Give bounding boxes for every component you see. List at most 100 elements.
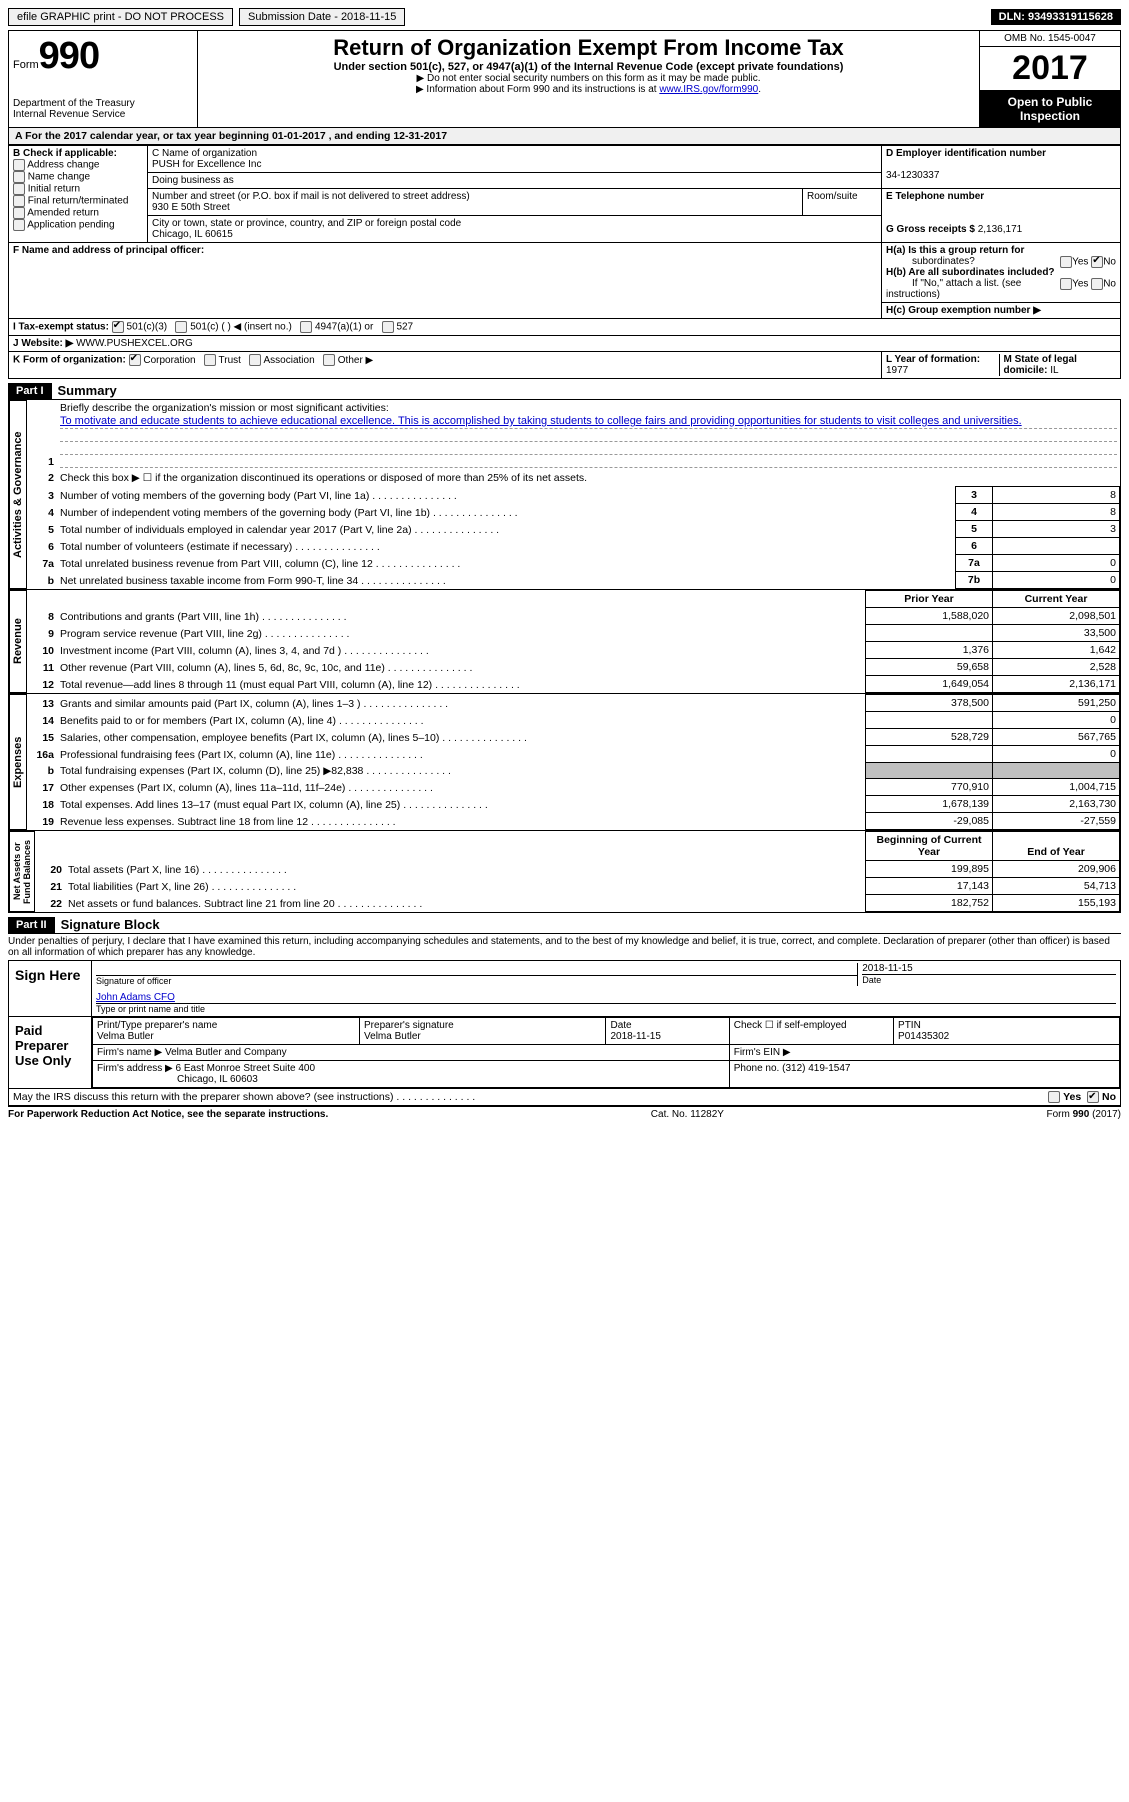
box-b-item: Final return/terminated bbox=[13, 195, 143, 207]
summary-line: 9Program service revenue (Part VIII, lin… bbox=[27, 625, 1120, 642]
preparer-name: Velma Butler bbox=[97, 1031, 154, 1042]
ptin: P01435302 bbox=[898, 1031, 949, 1042]
h-c-label: H(c) Group exemption number ▶ bbox=[886, 305, 1041, 316]
i-527[interactable] bbox=[382, 321, 394, 333]
form-label: Form bbox=[13, 59, 39, 71]
footer: For Paperwork Reduction Act Notice, see … bbox=[8, 1106, 1121, 1120]
summary-line: bTotal fundraising expenses (Part IX, co… bbox=[27, 763, 1120, 779]
city-label: City or town, state or province, country… bbox=[152, 218, 461, 229]
sign-here-block: Sign Here Signature of officer 2018-11-1… bbox=[8, 960, 1121, 1017]
org-name: PUSH for Excellence Inc bbox=[152, 159, 262, 170]
ha-yes[interactable] bbox=[1060, 256, 1072, 268]
summary-line: 13Grants and similar amounts paid (Part … bbox=[27, 695, 1120, 712]
q2-text: Check this box ▶ ☐ if the organization d… bbox=[57, 470, 1120, 486]
box-d-label: D Employer identification number bbox=[886, 148, 1046, 159]
summary-line: 12Total revenue—add lines 8 through 11 (… bbox=[27, 676, 1120, 693]
paid-preparer-block: Paid Preparer Use Only Print/Type prepar… bbox=[8, 1017, 1121, 1089]
h-note: If "No," attach a list. (see instruction… bbox=[886, 278, 1021, 300]
ein-value: 34-1230337 bbox=[886, 170, 939, 181]
summary-line: 21Total liabilities (Part X, line 26) 17… bbox=[35, 878, 1120, 895]
city-value: Chicago, IL 60615 bbox=[152, 229, 233, 240]
part-1-header: Part I Summary bbox=[8, 381, 1121, 400]
firm-name: Velma Butler and Company bbox=[165, 1047, 287, 1058]
ha-no[interactable] bbox=[1091, 256, 1103, 268]
net-assets-label: Net Assets orFund Balances bbox=[9, 831, 35, 912]
dba-label: Doing business as bbox=[152, 175, 234, 186]
revenue-label: Revenue bbox=[9, 590, 27, 693]
tax-year: 2017 bbox=[980, 47, 1120, 91]
i-4947[interactable] bbox=[300, 321, 312, 333]
box-b-item: Initial return bbox=[13, 183, 143, 195]
year-formation: 1977 bbox=[886, 365, 908, 376]
room-label: Room/suite bbox=[807, 191, 858, 202]
firm-addr: 6 East Monroe Street Suite 400 bbox=[176, 1063, 316, 1074]
h-a-label: H(a) Is this a group return for bbox=[886, 245, 1024, 256]
box-b-item: Amended return bbox=[13, 207, 143, 219]
q1-label: Briefly describe the organization's miss… bbox=[60, 402, 389, 414]
discuss-no[interactable] bbox=[1087, 1091, 1099, 1103]
irs-link[interactable]: www.IRS.gov/form990 bbox=[659, 84, 758, 95]
state-domicile: IL bbox=[1050, 365, 1058, 376]
form-title: Return of Organization Exempt From Incom… bbox=[208, 35, 969, 61]
summary-line: 3Number of voting members of the governi… bbox=[27, 487, 1120, 504]
summary-line: 10Investment income (Part VIII, column (… bbox=[27, 642, 1120, 659]
box-b-header: B Check if applicable: bbox=[13, 148, 117, 159]
irs-label: Internal Revenue Service bbox=[13, 109, 193, 120]
expenses-label: Expenses bbox=[9, 694, 27, 830]
website-value: WWW.PUSHEXCEL.ORG bbox=[76, 338, 193, 349]
discuss-yes[interactable] bbox=[1048, 1091, 1060, 1103]
firm-phone: (312) 419-1547 bbox=[782, 1063, 850, 1074]
street-label: Number and street (or P.O. box if mail i… bbox=[152, 191, 470, 202]
summary-line: 7aTotal unrelated business revenue from … bbox=[27, 555, 1120, 572]
summary-line: 4Number of independent voting members of… bbox=[27, 504, 1120, 521]
summary-line: 14Benefits paid to or for members (Part … bbox=[27, 712, 1120, 729]
summary-line: 16aProfessional fundraising fees (Part I… bbox=[27, 746, 1120, 763]
efile-label: efile GRAPHIC print - DO NOT PROCESS bbox=[8, 8, 233, 26]
summary-line: 22Net assets or fund balances. Subtract … bbox=[35, 895, 1120, 912]
box-e-label: E Telephone number bbox=[886, 191, 984, 202]
summary-line: 18Total expenses. Add lines 13–17 (must … bbox=[27, 796, 1120, 813]
discuss-row: May the IRS discuss this return with the… bbox=[8, 1089, 1121, 1106]
box-c-label: C Name of organization bbox=[152, 148, 257, 159]
summary-line: 17Other expenses (Part IX, column (A), l… bbox=[27, 779, 1120, 796]
dln: DLN: 93493319115628 bbox=[991, 9, 1121, 25]
summary-line: 6Total number of volunteers (estimate if… bbox=[27, 538, 1120, 555]
summary-line: 20Total assets (Part X, line 16) 199,895… bbox=[35, 861, 1120, 878]
open-inspection: Open to PublicInspection bbox=[980, 91, 1120, 127]
summary-line: 15Salaries, other compensation, employee… bbox=[27, 729, 1120, 746]
hb-no[interactable] bbox=[1091, 278, 1103, 290]
form-number: 990 bbox=[39, 35, 99, 77]
i-501c[interactable] bbox=[175, 321, 187, 333]
box-i-label: I Tax-exempt status: bbox=[13, 322, 109, 333]
summary-line: 5Total number of individuals employed in… bbox=[27, 521, 1120, 538]
form-header: Form990 Department of the Treasury Inter… bbox=[8, 30, 1121, 128]
box-b-item: Application pending bbox=[13, 219, 143, 231]
activities-governance-label: Activities & Governance bbox=[9, 400, 27, 589]
officer-name[interactable]: John Adams CFO bbox=[96, 992, 175, 1003]
declaration-text: Under penalties of perjury, I declare th… bbox=[8, 934, 1121, 960]
summary-line: 19Revenue less expenses. Subtract line 1… bbox=[27, 813, 1120, 830]
section-a: A For the 2017 calendar year, or tax yea… bbox=[8, 128, 1121, 145]
top-bar: efile GRAPHIC print - DO NOT PROCESS Sub… bbox=[8, 8, 1121, 26]
box-j-label: J Website: ▶ bbox=[13, 338, 73, 349]
box-b-item: Address change bbox=[13, 159, 143, 171]
instruction-1: Do not enter social security numbers on … bbox=[427, 73, 760, 84]
box-k-label: K Form of organization: bbox=[13, 355, 126, 366]
box-g-label: G Gross receipts $ bbox=[886, 224, 975, 235]
submission-date: Submission Date - 2018-11-15 bbox=[239, 8, 405, 26]
i-501c3[interactable] bbox=[112, 321, 124, 333]
sig-date: 2018-11-15 bbox=[862, 963, 1116, 974]
dept-treasury: Department of the Treasury bbox=[13, 98, 193, 109]
header-info-table: B Check if applicable: Address change Na… bbox=[8, 145, 1121, 379]
street-value: 930 E 50th Street bbox=[152, 202, 230, 213]
box-f-label: F Name and address of principal officer: bbox=[13, 245, 204, 256]
form-subtitle: Under section 501(c), 527, or 4947(a)(1)… bbox=[208, 61, 969, 73]
instruction-2: Information about Form 990 and its instr… bbox=[426, 84, 659, 95]
mission-text[interactable]: To motivate and educate students to achi… bbox=[60, 415, 1022, 427]
omb-number: OMB No. 1545-0047 bbox=[980, 31, 1120, 47]
h-b-label: H(b) Are all subordinates included? bbox=[886, 267, 1055, 278]
box-b-item: Name change bbox=[13, 171, 143, 183]
summary-line: bNet unrelated business taxable income f… bbox=[27, 572, 1120, 589]
part-2-header: Part II Signature Block bbox=[8, 915, 1121, 934]
hb-yes[interactable] bbox=[1060, 278, 1072, 290]
